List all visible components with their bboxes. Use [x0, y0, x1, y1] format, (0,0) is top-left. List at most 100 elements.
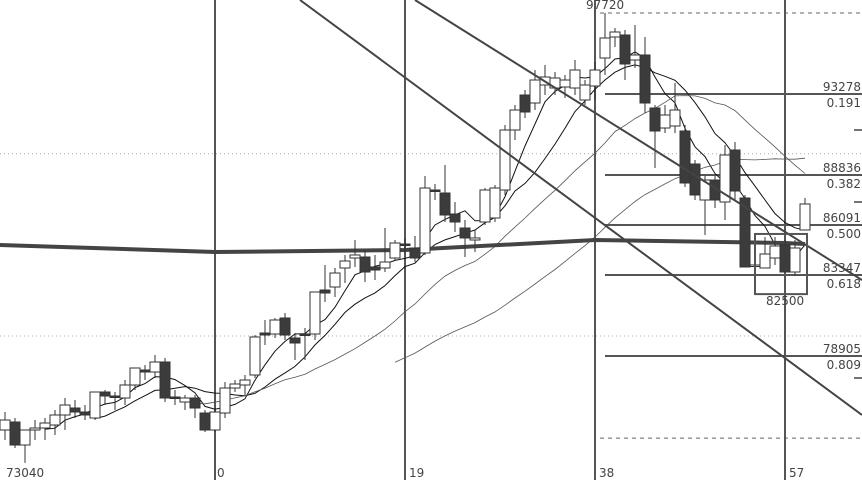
candle-body — [209, 411, 221, 431]
candle-body — [639, 54, 651, 104]
fib-ratio-label: 0.191 — [827, 96, 861, 110]
candle-body — [79, 411, 91, 416]
candle-body — [379, 261, 391, 269]
candle-body — [789, 247, 801, 273]
candle-body — [489, 187, 501, 219]
candle-body — [189, 397, 201, 409]
candle-body — [599, 37, 611, 59]
candle-body — [179, 397, 191, 403]
candle-body — [779, 244, 791, 273]
candle-body — [649, 107, 661, 132]
candle-body — [199, 412, 211, 431]
candle-body — [119, 384, 131, 399]
channel-line — [299, 0, 862, 416]
candle-body — [29, 427, 41, 431]
candle-body — [269, 319, 281, 335]
candle-body — [19, 429, 31, 446]
candle-body — [589, 69, 601, 87]
moving-averages — [0, 51, 806, 430]
fib-ratio-label: 0.618 — [827, 277, 861, 291]
candle-body — [689, 163, 701, 196]
moving-average-line — [194, 95, 806, 405]
candle-body — [439, 192, 451, 216]
candle-body — [159, 361, 171, 399]
candle-body — [799, 203, 811, 231]
candle-body — [289, 337, 301, 344]
candle-body — [39, 422, 51, 429]
x-tick-label: 19 — [409, 466, 424, 480]
candle-body — [0, 419, 11, 431]
fib-ratio-label: 0.382 — [827, 177, 861, 191]
channel-line — [414, 0, 862, 281]
fib-price-label: 83347 — [823, 261, 861, 275]
high-label: 97720 — [586, 0, 624, 12]
candle-body — [149, 361, 161, 373]
candle-body — [619, 34, 631, 65]
candle-body — [69, 407, 81, 413]
candle-body — [509, 109, 521, 131]
x-tick-label: 38 — [599, 466, 614, 480]
candle-body — [669, 109, 681, 127]
candle-body — [109, 395, 121, 398]
candle-body — [459, 227, 471, 239]
candle-body — [409, 247, 421, 259]
candle-body — [299, 333, 311, 336]
long-moving-average-line — [0, 237, 806, 255]
candle-body — [479, 189, 491, 223]
fib-price-label: 86091 — [823, 211, 861, 225]
candle-body — [499, 129, 511, 191]
candle-body — [89, 391, 101, 419]
overlays — [299, 0, 862, 416]
candle-body — [369, 266, 381, 271]
candle-body — [569, 69, 581, 89]
x-tick-label: 0 — [217, 466, 225, 480]
candle-body — [679, 130, 691, 184]
consolidation-box — [754, 232, 808, 296]
candle-body — [419, 187, 431, 254]
candle-body — [659, 114, 671, 129]
candle-body — [169, 396, 181, 399]
x-tick-label: 57 — [789, 466, 804, 480]
candle-body — [469, 237, 481, 241]
candle-body — [519, 94, 531, 113]
candle-body — [49, 414, 61, 426]
candle-body — [139, 369, 151, 373]
candle-body — [279, 317, 291, 336]
candle-body — [759, 253, 771, 269]
candle-body — [339, 260, 351, 269]
candle-body — [349, 254, 361, 259]
candle-body — [249, 336, 261, 376]
candle-body — [239, 379, 251, 386]
candle-body — [609, 31, 621, 38]
candles — [0, 13, 811, 463]
labels: 97720 73040 82500 0 19 38 57 93278 0.191… — [6, 0, 861, 480]
candle-body — [559, 79, 571, 88]
candle-body — [329, 272, 341, 288]
moving-average-line — [94, 64, 806, 419]
candle-body — [399, 243, 411, 247]
fib-price-label: 88836 — [823, 161, 861, 175]
candle-body — [429, 189, 441, 192]
candle-body — [579, 84, 591, 101]
fib-price-label: 93278 — [823, 80, 861, 94]
candle-body — [729, 149, 741, 192]
candle-body — [59, 404, 71, 416]
candle-body — [389, 242, 401, 259]
candle-body — [629, 54, 641, 61]
candle-body — [309, 291, 321, 335]
candle-body — [319, 289, 331, 294]
low-label: 73040 — [6, 466, 44, 480]
fib-ratio-label: 0.809 — [827, 358, 861, 372]
candle-body — [99, 391, 111, 397]
candle-body — [449, 213, 461, 223]
box-low-label: 82500 — [766, 294, 804, 308]
candle-body — [769, 245, 781, 259]
candle-body — [129, 367, 141, 386]
fib-price-label: 78905 — [823, 342, 861, 356]
candle-body — [229, 383, 241, 389]
candle-body — [9, 421, 21, 446]
candle-body — [219, 387, 231, 414]
candle-body — [529, 79, 541, 104]
